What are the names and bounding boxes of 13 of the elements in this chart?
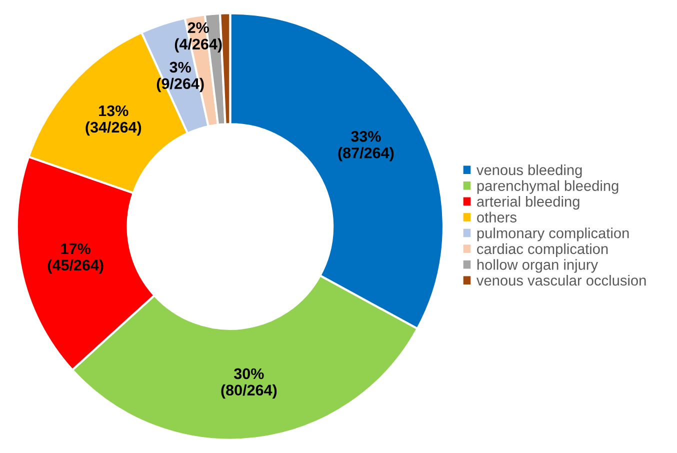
legend-label: cardiac complication	[477, 243, 608, 257]
legend-label: venous vascular occlusion	[476, 274, 646, 286]
data-label: 17% (45/264)	[48, 243, 104, 274]
legend-label: hollow organ injury	[477, 259, 598, 273]
legend-label: venous bleeding	[476, 164, 582, 178]
legend-label: pulmonary complication	[477, 228, 629, 242]
legend-label: arterial bleeding	[477, 196, 580, 210]
legend-label: others	[477, 212, 516, 223]
data-label: 2% (4/264)	[174, 22, 222, 53]
legend-label: parenchymal bleeding	[477, 180, 618, 194]
data-label: 33% (87/264)	[338, 131, 394, 162]
data-label: 30% (80/264)	[221, 368, 277, 399]
data-label: 13% (34/264)	[86, 105, 142, 136]
